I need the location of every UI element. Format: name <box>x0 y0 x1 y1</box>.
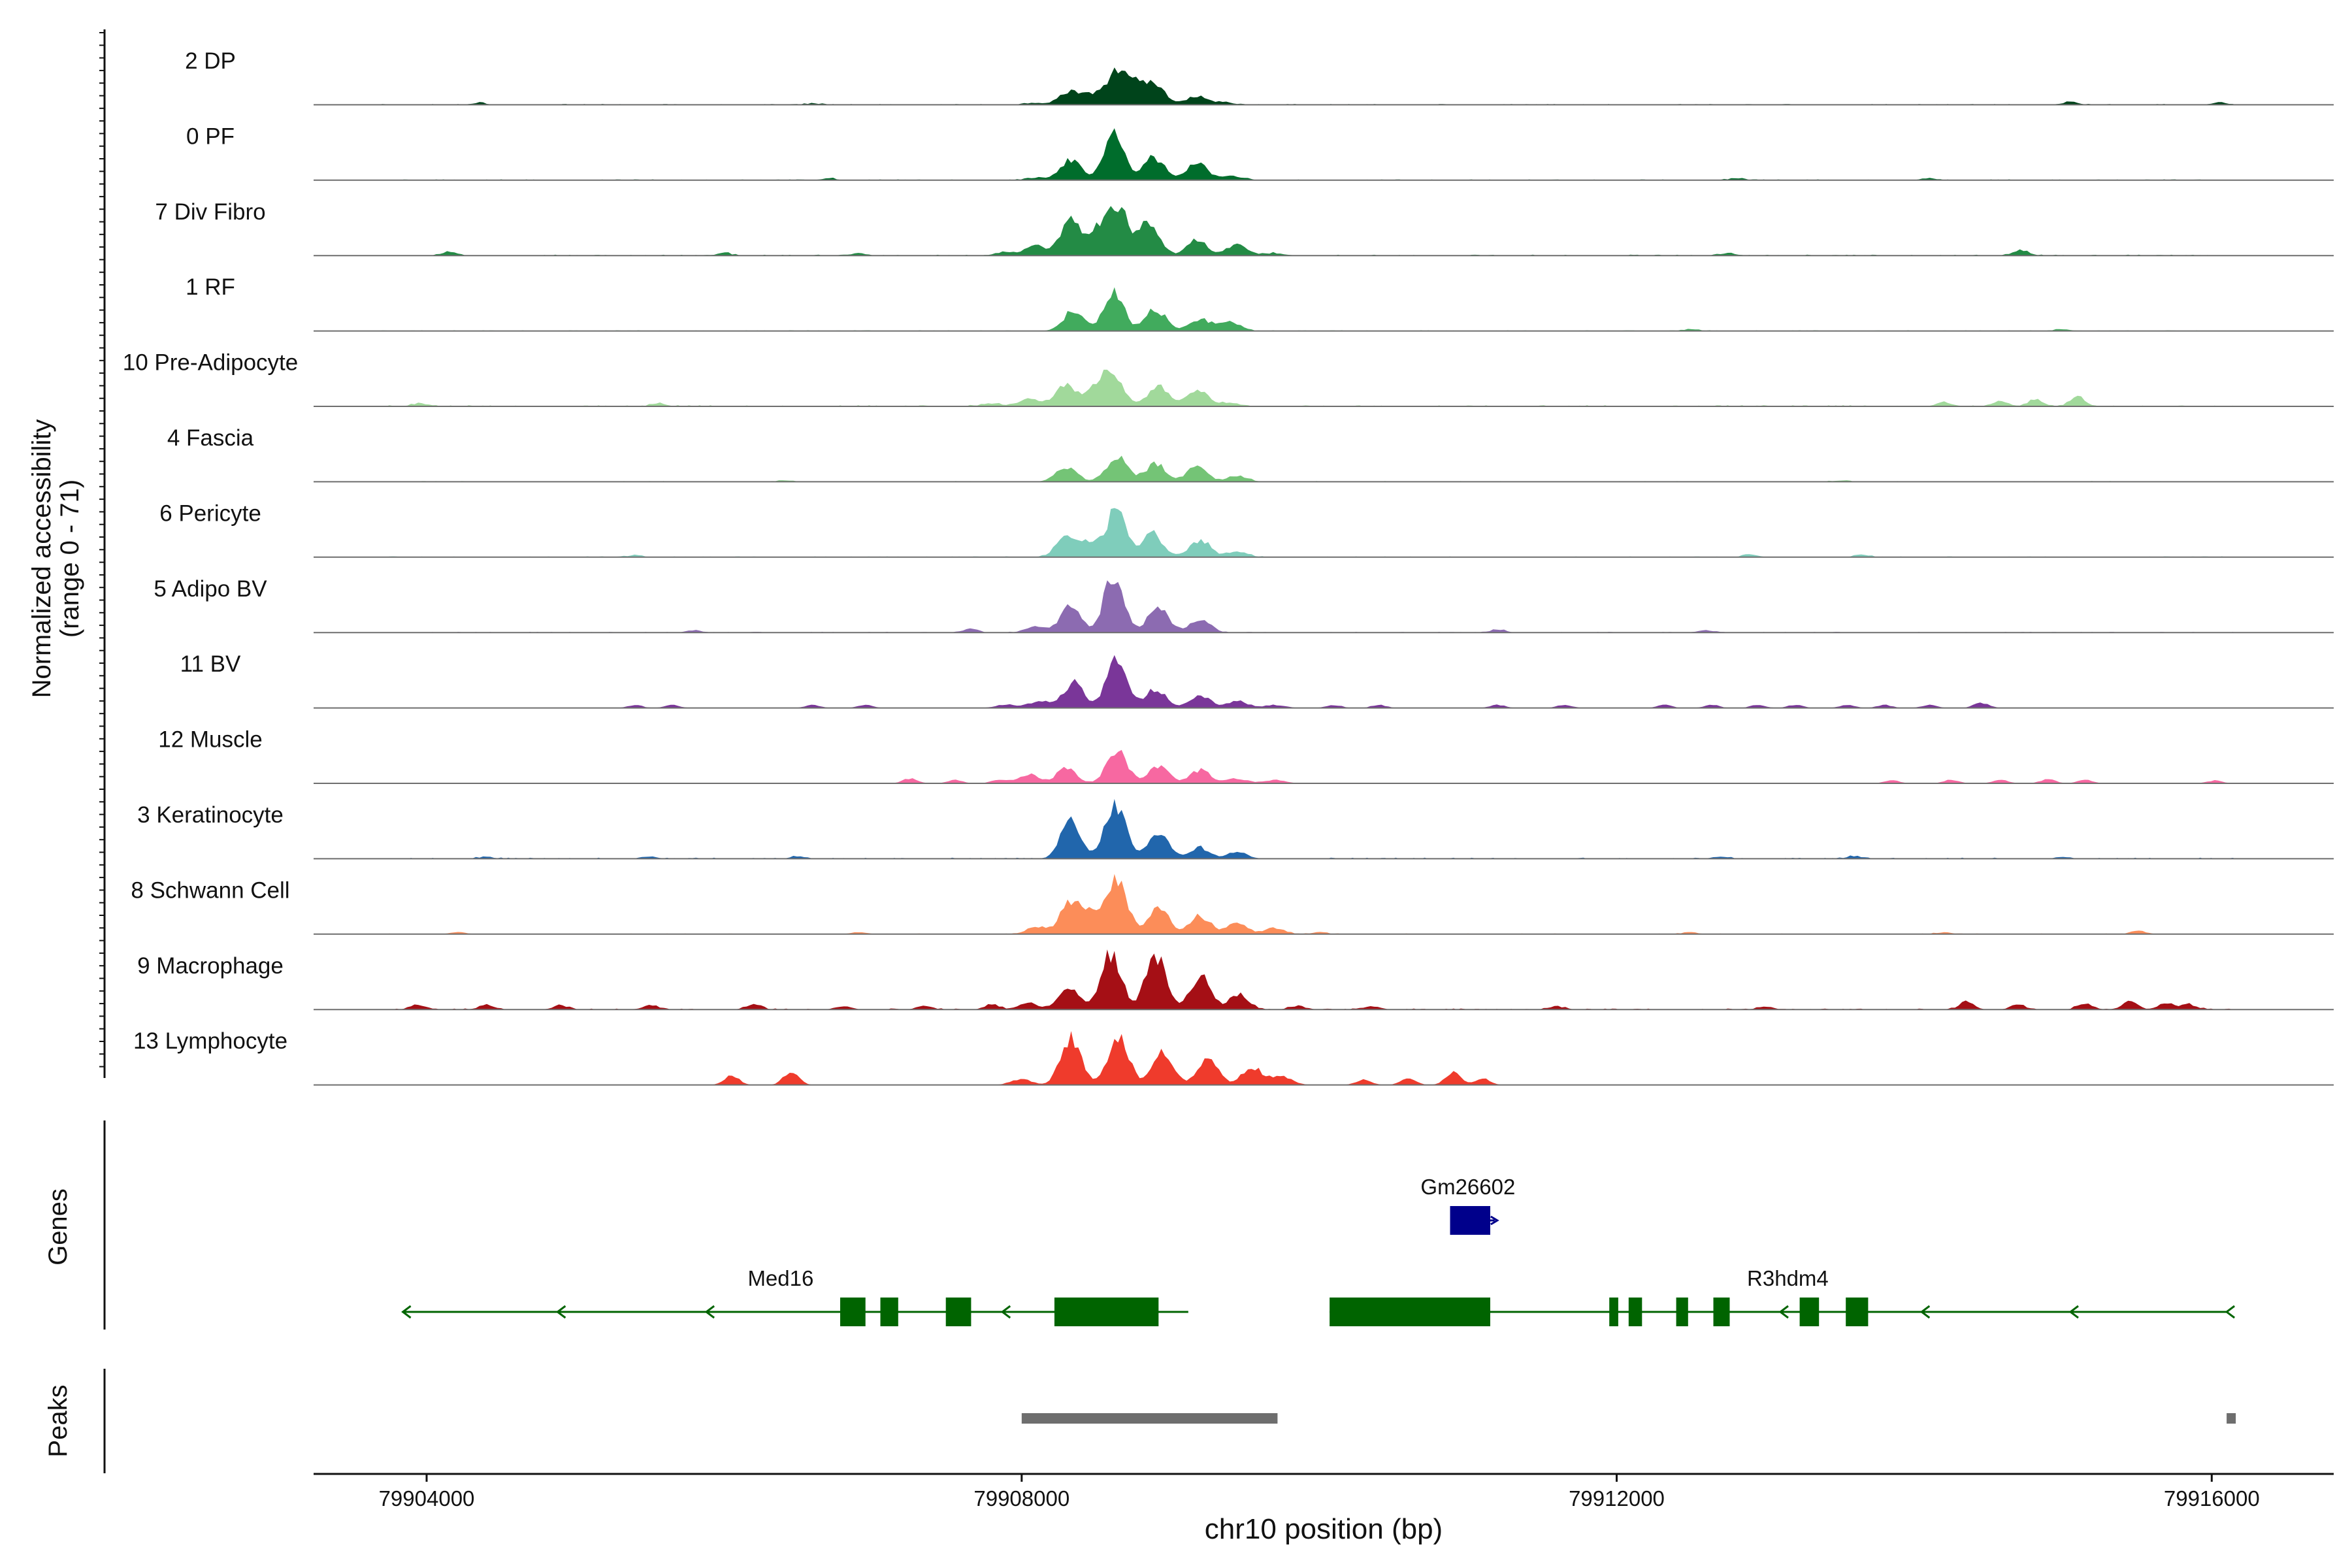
strand-arrow <box>401 1305 412 1319</box>
coverage-area <box>314 1031 2334 1085</box>
track-label: 4 Fascia <box>167 425 254 451</box>
coverage-area <box>314 655 2334 708</box>
track-label: 5 Adipo BV <box>154 576 267 602</box>
track-3-keratinocyte: 3 Keratinocyte <box>137 798 2334 860</box>
gene-r3hdm4: R3hdm4 <box>1330 1266 2235 1326</box>
track-2-dp: 2 DP <box>185 48 2334 106</box>
track-5-adipo-bv: 5 Adipo BV <box>154 576 2334 634</box>
track-label: 1 RF <box>186 274 235 300</box>
strand-arrow <box>1000 1305 1011 1319</box>
strand-arrow <box>704 1305 715 1319</box>
strand-arrow <box>1919 1305 1931 1319</box>
gene-gm26602: Gm26602 <box>1420 1175 1515 1235</box>
gene-track: Gm26602 Med16 R3hdm4 <box>401 1175 2235 1326</box>
coverage-area <box>314 67 2334 105</box>
y-axis-label-range: (range 0 - 71) <box>56 480 84 638</box>
track-4-fascia: 4 Fascia <box>167 425 2334 483</box>
x-tick-label: 79904000 <box>379 1486 475 1511</box>
x-tick-label: 79908000 <box>973 1486 1070 1511</box>
track-10-pre-adipocyte: 10 Pre-Adipocyte <box>123 350 2334 407</box>
strand-arrow <box>1490 1215 1499 1226</box>
strand-arrow <box>2225 1305 2235 1319</box>
genes-panel-label: Genes <box>44 1188 73 1266</box>
track-12-muscle: 12 Muscle <box>158 727 2334 784</box>
track-label: 8 Schwann Cell <box>131 877 289 903</box>
coverage-area <box>314 455 2334 482</box>
exon <box>945 1298 972 1326</box>
track-9-macrophage: 9 Macrophage <box>137 949 2334 1011</box>
exon <box>1799 1298 1820 1326</box>
x-axis-ticks: 79904000 79908000 79912000 79916000 <box>379 1474 2260 1511</box>
track-label: 6 Pericyte <box>159 500 261 526</box>
track-label: 13 Lymphocyte <box>133 1028 287 1054</box>
y-axis <box>99 29 106 1078</box>
exon <box>1330 1298 1490 1326</box>
peaks-panel-label: Peaks <box>44 1384 73 1457</box>
coverage-tracks: 2 DP 0 PF 7 Div Fibro 1 RF 10 Pre-Adipocyte 4… <box>123 48 2334 1086</box>
x-tick-label: 79912000 <box>1569 1486 1665 1511</box>
exon <box>1054 1298 1159 1326</box>
track-label: 3 Keratinocyte <box>137 802 284 828</box>
track-label: 7 Div Fibro <box>155 199 265 225</box>
coverage-area <box>314 369 2334 406</box>
coverage-area <box>314 128 2334 180</box>
exon <box>1713 1298 1730 1326</box>
coverage-area <box>314 749 2334 783</box>
coverage-area <box>314 580 2334 633</box>
strand-arrow <box>555 1305 566 1319</box>
exon <box>1450 1206 1490 1235</box>
coverage-area <box>314 949 2334 1010</box>
peak-region <box>1021 1413 1278 1424</box>
peak-region <box>2227 1413 2236 1424</box>
exon <box>880 1298 898 1326</box>
exon <box>1676 1298 1688 1326</box>
track-11-bv: 11 BV <box>180 651 2334 709</box>
track-label: 10 Pre-Adipocyte <box>123 350 298 376</box>
coverage-area <box>314 874 2334 934</box>
exon <box>1846 1298 1869 1326</box>
gene-label: Med16 <box>747 1266 813 1290</box>
y-axis-ticks <box>99 32 105 1068</box>
exon <box>840 1298 866 1326</box>
y-axis-label: Normalized accessibility <box>27 419 56 698</box>
strand-arrow <box>2068 1305 2079 1319</box>
track-label: 11 BV <box>180 651 241 677</box>
track-7-div-fibro: 7 Div Fibro <box>155 199 2334 257</box>
track-label: 9 Macrophage <box>137 953 284 979</box>
track-1-rf: 1 RF <box>186 274 2334 332</box>
exon <box>1609 1298 1618 1326</box>
gene-label: Gm26602 <box>1420 1175 1515 1199</box>
track-0-pf: 0 PF <box>186 123 2334 181</box>
gene-med16: Med16 <box>401 1266 1188 1326</box>
strand-arrow <box>1778 1305 1789 1319</box>
coverage-area <box>314 287 2334 331</box>
gene-label: R3hdm4 <box>1747 1266 1829 1290</box>
track-8-schwann-cell: 8 Schwann Cell <box>131 874 2334 935</box>
coverage-area <box>314 798 2334 859</box>
track-label: 12 Muscle <box>158 727 263 753</box>
coverage-area <box>314 508 2334 557</box>
track-6-pericyte: 6 Pericyte <box>159 500 2334 558</box>
track-13-lymphocyte: 13 Lymphocyte <box>133 1028 2334 1086</box>
x-axis-label: chr10 position (bp) <box>1205 1513 1443 1545</box>
coverage-area <box>314 206 2334 256</box>
x-tick-label: 79916000 <box>2164 1486 2260 1511</box>
peak-track <box>1021 1413 2236 1424</box>
track-label: 2 DP <box>185 48 236 74</box>
exon <box>1628 1298 1642 1326</box>
track-label: 0 PF <box>186 123 235 149</box>
